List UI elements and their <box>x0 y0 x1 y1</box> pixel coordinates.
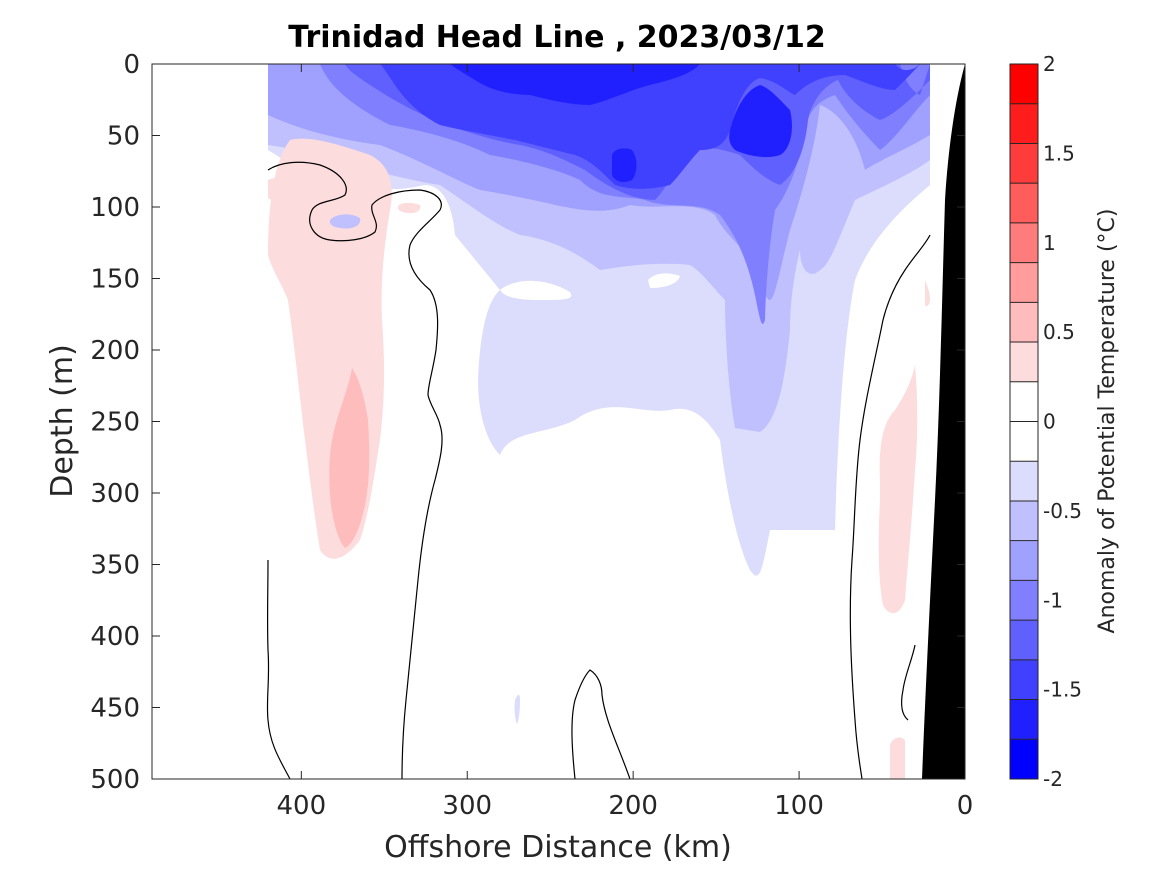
contour-fill-plus-0-25-east-bottom <box>890 737 905 779</box>
y-tick-label: 100 <box>90 193 140 223</box>
colorbar-swatch <box>1010 302 1038 343</box>
contour-fill-plus-0-25-small <box>397 202 421 214</box>
colorbar-swatch <box>1010 739 1038 780</box>
zero-contour-east-inner <box>901 644 916 721</box>
colorbar-swatch <box>1010 103 1038 144</box>
colorbar-swatch <box>1010 500 1038 542</box>
colorbar-swatch <box>1010 381 1038 422</box>
colorbar-swatch <box>1010 143 1038 184</box>
colorbar-swatch <box>1010 222 1038 264</box>
contour-fill-white-hole-small <box>648 273 680 288</box>
contour-fill-minus-1-75-core-b <box>612 148 637 183</box>
y-tick-label: 250 <box>90 408 140 438</box>
y-tick-label: 50 <box>107 122 140 152</box>
y-tick-label: 350 <box>90 551 140 581</box>
contour-fill-plus-0-25-top-left <box>268 176 318 206</box>
x-axis: 400 300 200 100 0 <box>277 64 974 821</box>
contour-fill-minus-0-25-sliver <box>514 694 520 724</box>
x-tick-label: 200 <box>608 791 658 821</box>
colorbar-swatch <box>1010 262 1038 303</box>
colorbar-swatch <box>1010 540 1038 581</box>
zero-contour-center-arc <box>571 669 631 780</box>
y-tick-label: 0 <box>123 50 140 80</box>
zero-contour-west <box>266 559 291 780</box>
colorbar-tick-label: 1.5 <box>1043 141 1075 165</box>
colorbar-tick-label: 2 <box>1043 52 1056 76</box>
x-tick-label: 400 <box>277 791 327 821</box>
colorbar: 2 1.5 1 0.5 0 -0.5 -1 -1.5 -2 <box>1009 52 1082 791</box>
colorbar-swatch <box>1010 64 1038 105</box>
x-axis-label: Offshore Distance (km) <box>384 830 732 865</box>
y-axis-label: Depth (m) <box>45 344 80 498</box>
colorbar-tick-label: -1 <box>1043 588 1063 612</box>
x-tick-label: 100 <box>774 791 824 821</box>
contour-fill-minus-1-75-core-a <box>729 85 792 158</box>
zero-contour-east <box>849 234 931 780</box>
y-tick-label: 450 <box>90 694 140 724</box>
y-axis: 0 50 100 150 200 250 300 350 400 450 500 <box>90 50 965 795</box>
colorbar-swatch <box>1010 342 1038 383</box>
colorbar-swatch <box>1010 659 1038 701</box>
zero-contour-lines <box>266 161 931 780</box>
colorbar-swatch <box>1010 620 1038 661</box>
contour-fill-white-hole <box>500 280 572 300</box>
colorbar-tick-label: 0.5 <box>1043 320 1075 344</box>
anomaly-contours <box>268 64 930 779</box>
contour-fill-plus-0-5-west-core <box>329 368 370 548</box>
x-tick-label: 0 <box>957 791 974 821</box>
y-tick-label: 500 <box>90 765 140 795</box>
contour-fill-plus-0-25-east-edge <box>925 280 930 307</box>
x-tick-label: 300 <box>442 791 492 821</box>
colorbar-tick-label: -0.5 <box>1043 499 1082 523</box>
colorbar-tick-label: -2 <box>1043 767 1063 791</box>
colorbar-swatch <box>1010 699 1038 740</box>
colorbar-frame <box>1009 63 1039 780</box>
y-tick-label: 150 <box>90 265 140 295</box>
y-tick-label: 400 <box>90 622 140 652</box>
colorbar-tick-label: 1 <box>1043 231 1056 255</box>
contour-fill-plus-0-25-east-column <box>878 365 918 614</box>
y-tick-label: 300 <box>90 479 140 509</box>
colorbar-swatch <box>1010 580 1038 621</box>
plot-area <box>152 64 965 780</box>
colorbar-tick-label: -1.5 <box>1043 678 1082 702</box>
colorbar-swatch <box>1010 461 1038 502</box>
contour-fill-minus-0-5-small <box>329 214 361 229</box>
bathymetry-seafloor <box>922 64 965 779</box>
colorbar-swatch <box>1010 183 1038 224</box>
contour-fill-minus-1-75 <box>450 64 700 105</box>
chart-title: Trinidad Head Line , 2023/03/12 <box>288 20 825 55</box>
zero-contour-upper-loop <box>267 161 443 780</box>
colorbar-label: Anomaly of Potential Temperature (°C) <box>1095 209 1120 634</box>
colorbar-swatch <box>1010 421 1038 462</box>
y-tick-label: 200 <box>90 336 140 366</box>
colorbar-tick-label: 0 <box>1043 410 1056 434</box>
contour-fill-minus-1-5 <box>380 64 920 189</box>
